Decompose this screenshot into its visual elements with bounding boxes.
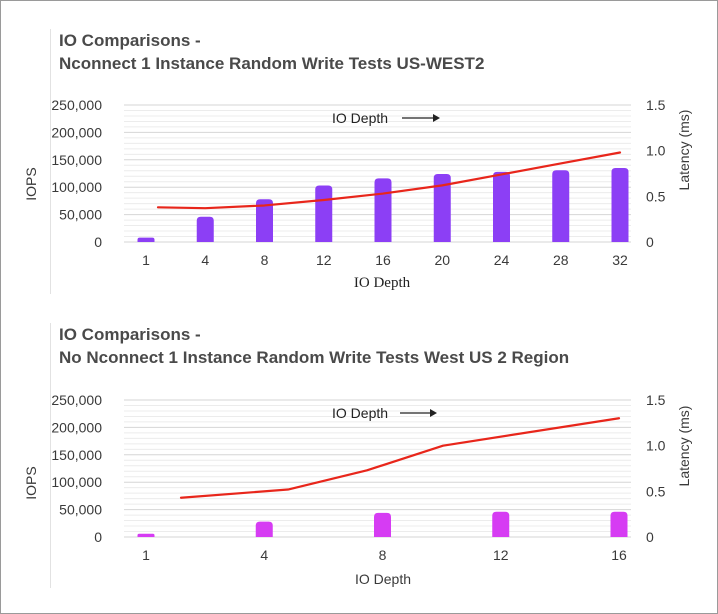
bars: [137, 511, 628, 537]
latency-series-line: [156, 151, 622, 210]
x-axis-label: IO Depth: [354, 275, 411, 291]
x-tick-label: 8: [261, 252, 269, 268]
bar: [196, 216, 214, 242]
y-tick-label: 150,000: [51, 152, 102, 168]
bar: [493, 171, 510, 242]
bar: [433, 174, 451, 242]
chart-2: 0 50,000 100,000 150,000 200,000 250,000 0 0.5…: [23, 392, 692, 587]
arrow-icon: [402, 114, 440, 122]
y2-tick-label: 0: [646, 529, 654, 545]
x-tick-label: 16: [611, 547, 627, 563]
y2-tick-label: 0.5: [646, 188, 666, 204]
bar: [374, 178, 392, 242]
bar: [611, 168, 629, 242]
x-tick-label: 4: [260, 547, 268, 563]
x-tick-label: 12: [493, 547, 509, 563]
x-tick-label: 12: [316, 252, 332, 268]
x-tick-label: 8: [379, 547, 387, 563]
x-tick-labels: 1 4 8 12 16 20 24 28 32: [142, 252, 628, 268]
y2-tick-label: 0.5: [646, 483, 666, 499]
x-tick-label: 1: [142, 547, 150, 563]
panel-divider: [50, 323, 51, 588]
io-depth-annotation: IO Depth: [332, 405, 388, 421]
chart-title-line1: IO Comparisons -: [59, 31, 201, 50]
y-tick-label: 50,000: [59, 207, 102, 223]
x-tick-label: 16: [375, 252, 391, 268]
y2-axis-label: Latency (ms): [676, 406, 692, 487]
x-axis-label: IO Depth: [355, 571, 411, 587]
y2-tick-label: 1.5: [646, 392, 666, 408]
y-axis-label: IOPS: [23, 466, 39, 499]
bar: [315, 185, 333, 242]
y2-axis-label: Latency (ms): [676, 110, 692, 191]
x-tick-label: 24: [494, 252, 510, 268]
panel-divider: [50, 29, 51, 294]
bar: [552, 170, 570, 242]
y-tick-label: 200,000: [51, 124, 102, 140]
bar: [610, 511, 628, 537]
y-tick-label: 0: [94, 234, 102, 250]
y-tick-label: 200,000: [51, 419, 102, 435]
y-tick-label: 50,000: [59, 502, 102, 518]
y-tick-label: 250,000: [51, 97, 102, 113]
y2-tick-labels: 0 0.5 1.0 1.5: [646, 97, 666, 250]
y2-tick-labels: 0 0.5 1.0 1.5: [646, 392, 666, 545]
bar: [137, 237, 155, 242]
io-depth-annotation: IO Depth: [332, 110, 388, 126]
chart-title-line1: IO Comparisons -: [59, 325, 201, 344]
y-tick-label: 100,000: [51, 474, 102, 490]
y2-tick-label: 1.5: [646, 97, 666, 113]
bar: [492, 511, 510, 537]
arrow-icon: [400, 409, 437, 417]
x-tick-labels: 1 4 8 12 16: [142, 547, 627, 563]
y2-tick-label: 1.0: [646, 438, 666, 454]
chart-title-line2: Nconnect 1 Instance Random Write Tests U…: [59, 54, 485, 73]
bar: [374, 512, 391, 537]
y-tick-label: 150,000: [51, 447, 102, 463]
bars: [137, 168, 629, 242]
y-tick-labels: 0 50,000 100,000 150,000 200,000 250,000: [51, 392, 102, 545]
y-tick-label: 100,000: [51, 179, 102, 195]
y-tick-label: 0: [94, 529, 102, 545]
latency-series-line: [179, 417, 621, 499]
x-tick-label: 1: [142, 252, 150, 268]
bar: [137, 533, 155, 537]
grid-lines: [124, 104, 631, 243]
x-tick-label: 4: [201, 252, 209, 268]
bar: [255, 521, 273, 537]
y2-tick-label: 1.0: [646, 143, 666, 159]
x-tick-label: 20: [434, 252, 450, 268]
y-axis-label: IOPS: [23, 167, 39, 200]
latency-line: [179, 417, 621, 499]
bar: [256, 199, 273, 242]
x-tick-label: 32: [612, 252, 628, 268]
latency-line: [156, 151, 622, 210]
y2-tick-label: 0: [646, 234, 654, 250]
chart-1: 0 50,000 100,000 150,000 200,000 250,000 0 0.5…: [23, 97, 692, 291]
y-tick-labels: 0 50,000 100,000 150,000 200,000 250,000: [51, 97, 102, 250]
x-tick-label: 28: [553, 252, 569, 268]
y-tick-label: 250,000: [51, 392, 102, 408]
chart-title-line2: No Nconnect 1 Instance Random Write Test…: [59, 348, 570, 367]
